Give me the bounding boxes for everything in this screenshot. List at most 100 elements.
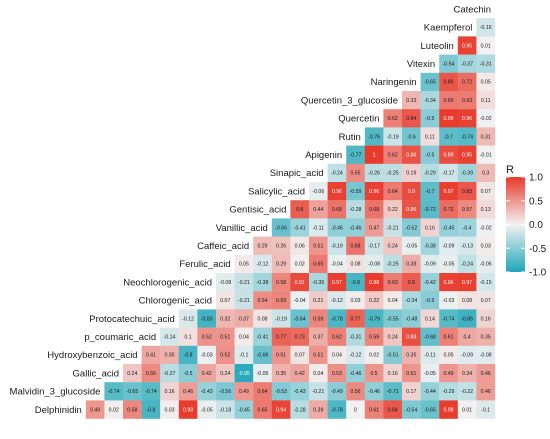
cell-value-label: -0.78 [331, 407, 343, 413]
cell-value-label: -0.71 [387, 389, 399, 395]
cell-value-label: -0.77 [350, 153, 362, 159]
row-label-luteolin: Luteolin [421, 41, 454, 52]
heatmap-cell [476, 273, 496, 292]
heatmap-cell [402, 200, 421, 219]
colorbar-title: R [506, 164, 514, 176]
heatmap-cell [271, 236, 291, 255]
cell-value-label: 0.29 [257, 244, 267, 250]
heatmap-cell [216, 345, 235, 365]
cell-value-label: -0.21 [387, 225, 399, 231]
cell-value-label: -0.53 [275, 389, 287, 395]
heatmap-cell [476, 218, 496, 237]
heatmap-cell [327, 218, 347, 237]
cell-value-label: 0.13 [481, 207, 491, 213]
heatmap-cell [439, 345, 458, 365]
heatmap-cell [346, 163, 365, 183]
cell-value-label: 0.65 [313, 262, 323, 268]
heatmap-cell [383, 109, 403, 128]
cell-value-label: 0.5 [370, 371, 377, 377]
heatmap-cell [290, 345, 310, 365]
heatmap-cell [141, 364, 161, 383]
heatmap-cell [123, 400, 142, 419]
heatmap-cell [402, 273, 421, 292]
heatmap-cell [309, 236, 328, 255]
heatmap-cell [476, 327, 496, 346]
cell-value-label: 0.84 [388, 407, 398, 413]
heatmap-cell [216, 291, 235, 310]
heatmap-cell [178, 327, 198, 346]
cell-value-label: 0.46 [481, 371, 491, 377]
heatmap-cell [383, 254, 403, 274]
cell-value-label: 0.02 [109, 407, 119, 413]
heatmap-cell [253, 236, 272, 255]
cell-value-label: 0.72 [462, 80, 472, 86]
colorbar-tick-label: 0.5 [529, 196, 543, 207]
cell-value-label: 0.4 [463, 335, 470, 341]
cell-value-label: -0.76 [368, 134, 380, 140]
heatmap-cell [364, 364, 384, 383]
cell-value-label: 0.65 [257, 407, 267, 413]
heatmap-cell [476, 127, 496, 146]
heatmap-cell [309, 327, 328, 346]
cell-value-label: 0.44 [313, 207, 323, 213]
cell-value-label: 0.53 [332, 371, 342, 377]
heatmap-cell [271, 364, 291, 383]
cell-value-label: -0.09 [443, 244, 455, 250]
cell-value-label: -0.18 [219, 407, 231, 413]
cell-value-label: 0.64 [388, 189, 398, 195]
row-label-apigenin: Apigenin [305, 150, 342, 161]
heatmap-cell [402, 145, 421, 164]
cell-value-label: -0.09 [424, 262, 436, 268]
cell-value-label: 0.46 [183, 389, 193, 395]
row-label-hydroxybenzoic-acid: Hydroxybenzoic_acid [47, 350, 137, 361]
cell-value-label: -0.14 [164, 335, 176, 341]
heatmap-cell [327, 345, 347, 365]
heatmap-cell [253, 273, 272, 292]
heatmap-cell [309, 218, 328, 237]
heatmap-cell [476, 254, 496, 274]
cell-value-label: 0.33 [406, 98, 416, 104]
cell-value-label: -0.39 [461, 171, 473, 177]
cell-value-label: -0.54 [443, 62, 455, 68]
cell-value-label: 0.16 [164, 389, 174, 395]
heatmap-cell [420, 273, 440, 292]
cell-value-label: -0.65 [424, 407, 436, 413]
cell-value-label: 0.26 [276, 244, 286, 250]
heatmap-cell [457, 364, 477, 383]
heatmap-cell [290, 254, 310, 274]
cell-value-label: 0.68 [369, 207, 379, 213]
cell-value-label: 0.54 [257, 298, 267, 304]
heatmap-cell [439, 72, 458, 92]
cell-value-label: -0.66 [275, 225, 287, 231]
colorbar-legend: R 1.0 0.5 0.0 -0.5 -1.0 [506, 164, 547, 279]
cell-value-label: -0.42 [424, 280, 436, 286]
heatmap-cell [402, 127, 421, 146]
cell-value-label: 0.68 [350, 244, 360, 250]
cell-value-label: 0.24 [127, 371, 137, 377]
cell-value-label: -0.85 [461, 316, 473, 322]
heatmap-cell [402, 345, 421, 365]
heatmap-cell [402, 364, 421, 383]
heatmap-cell [383, 309, 403, 328]
cell-value-label: 0.34 [462, 371, 472, 377]
heatmap-cell [439, 327, 458, 346]
cell-value-label: 0.17 [406, 389, 416, 395]
heatmap-cell [457, 145, 477, 164]
heatmap-cell [234, 400, 254, 419]
cell-value-label: -0.74 [461, 134, 473, 140]
cell-value-label: 0.19 [406, 171, 416, 177]
cell-value-label: -0.21 [238, 280, 250, 286]
cell-value-label: 0.58 [127, 407, 137, 413]
heatmap-cell [327, 327, 347, 346]
cell-value-label: 0.11 [481, 98, 491, 104]
heatmap-cell [85, 400, 105, 419]
heatmap-cells: -0.16 0.95 0.01 -0.54 -0.37 -0.31 -0.65 0.85 0.7… [85, 18, 496, 419]
heatmap-cell [402, 109, 421, 128]
heatmap-cell [271, 327, 291, 346]
cell-value-label: 0.31 [481, 134, 491, 140]
heatmap-cell [439, 254, 458, 274]
heatmap-cell [457, 400, 477, 419]
heatmap-cell [476, 236, 496, 255]
heatmap-cell [402, 382, 421, 401]
cell-value-label: 0.14 [425, 316, 435, 322]
